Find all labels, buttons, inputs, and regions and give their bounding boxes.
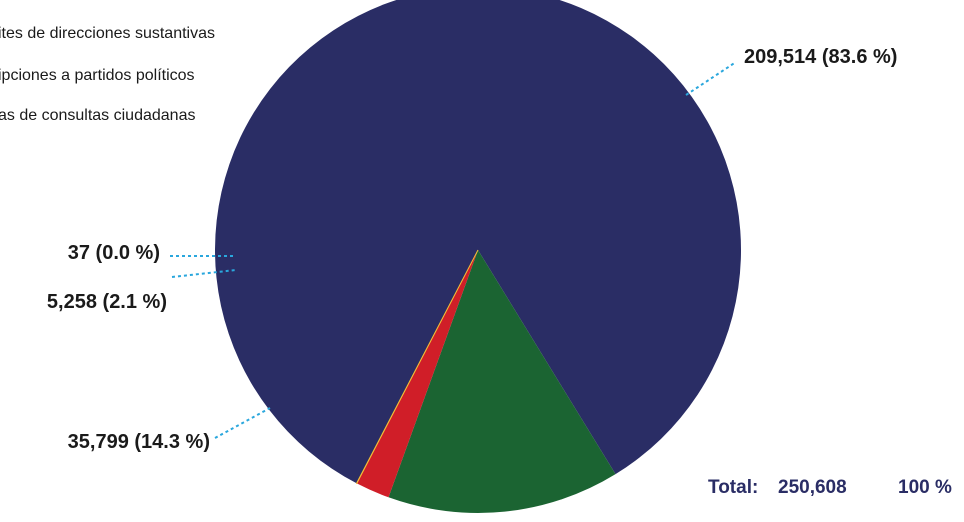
data-labels: 209,514 (83.6 %) 35,799 (14.3 %) 5,258 (2.… [47, 46, 898, 453]
data-label-1: 35,799 (14.3 %) [68, 431, 210, 453]
total-value: 250,608 [778, 477, 847, 498]
data-label-0: 209,514 (83.6 %) [744, 46, 897, 68]
legend-item-2: as de consultas ciudadanas [0, 107, 195, 124]
pie-slice-2 [356, 250, 478, 498]
legend-item-0: ites de direcciones sustantivas [0, 25, 215, 42]
data-label-3: 37 (0.0 %) [68, 242, 160, 264]
data-label-2: 5,258 (2.1 %) [47, 291, 167, 313]
pie-slice-3 [355, 249, 479, 485]
leader-line-1 [214, 407, 271, 439]
leader-line-2 [171, 269, 237, 278]
total-row: Total: 250,608 100 % [708, 477, 952, 498]
pie-slices [215, 0, 742, 514]
total-percent: 100 % [898, 477, 952, 498]
total-label: Total: [708, 477, 758, 498]
legend: ites de direcciones sustantivas ipciones … [0, 25, 215, 124]
pie-slice-1 [388, 250, 616, 514]
pie-slice-0 [215, 0, 742, 484]
legend-item-1: ipciones a partidos políticos [0, 67, 195, 84]
leader-line-0 [685, 61, 737, 96]
leader-lines [170, 61, 737, 439]
